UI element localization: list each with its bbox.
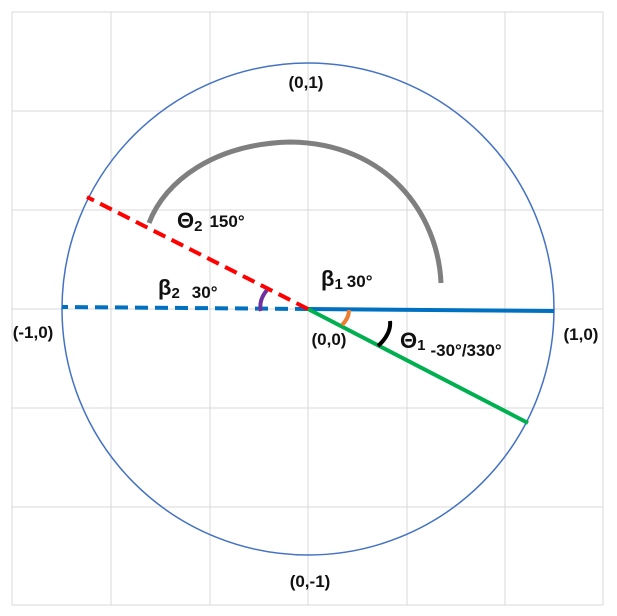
theta1-ray: [307, 307, 529, 425]
label-top-point: (0,1): [289, 73, 324, 92]
theta2-ray: [86, 195, 309, 311]
beta1-label: β1 30°: [321, 266, 373, 293]
theta1-label: Θ1 -30°/330°: [400, 328, 502, 360]
beta1-value: 30°: [347, 272, 373, 291]
label-right-point: (1,0): [564, 325, 599, 344]
theta1-symbol: Θ: [400, 328, 417, 353]
beta2-label: β2 30°: [158, 275, 218, 302]
theta1-arc: [376, 320, 393, 348]
negative-x-ray: [61, 305, 309, 311]
theta2-value: 150°: [209, 212, 244, 231]
label-origin: (0,0): [312, 330, 347, 349]
beta1-subscript: 1: [334, 276, 342, 293]
beta1-arc: [340, 309, 351, 327]
beta2-symbol: β: [158, 275, 171, 300]
theta2-symbol: Θ: [177, 208, 194, 233]
theta1-value: -30°/330°: [430, 341, 501, 360]
theta2-subscript: 2: [194, 218, 202, 235]
label-bottom-point: (0,-1): [290, 572, 331, 591]
theta2-label: Θ2 150°: [177, 208, 245, 235]
beta2-subscript: 2: [171, 285, 179, 302]
beta2-value: 30°: [192, 283, 218, 302]
label-left-point: (-1,0): [13, 323, 54, 342]
beta2-arc: [258, 288, 269, 312]
theta2-arc: [146, 139, 444, 284]
grid: [11, 11, 604, 606]
positive-x-ray: [307, 307, 555, 313]
beta1-symbol: β: [321, 266, 334, 291]
theta1-subscript: 1: [417, 337, 425, 354]
